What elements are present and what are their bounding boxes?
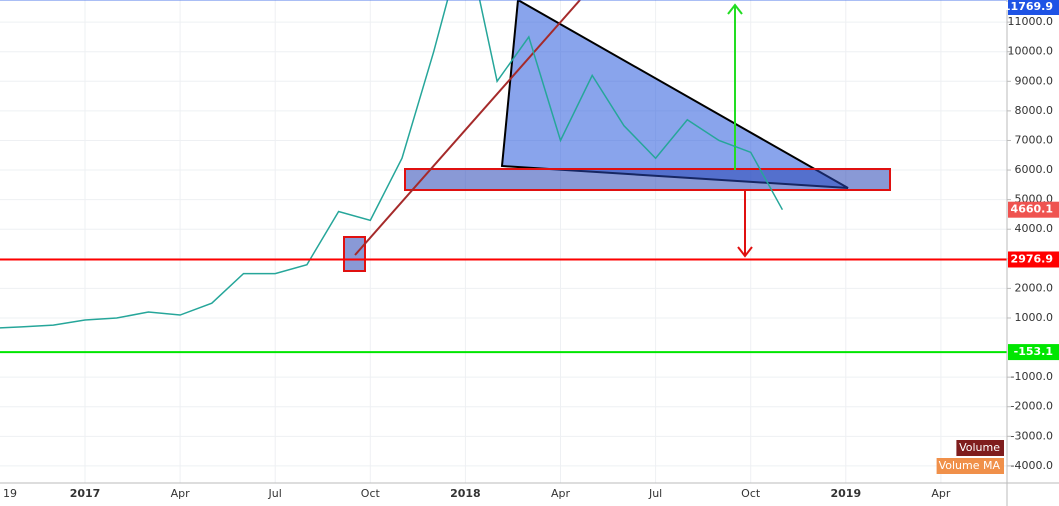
- y-tick-label: -4000.0: [1011, 459, 1053, 472]
- grid: [0, 0, 1007, 483]
- price-label-box: [1008, 251, 1059, 268]
- y-tick-label: 6000.0: [1015, 163, 1054, 176]
- y-tick-label: -1000.0: [1011, 370, 1053, 383]
- x-tick-label: 2018: [450, 487, 481, 500]
- plot-area: [0, 0, 1007, 354]
- x-tick-label: Apr: [931, 487, 951, 500]
- x-tick-label: Jul: [648, 487, 662, 500]
- price-line: [0, 0, 784, 329]
- y-tick-label: 8000.0: [1015, 104, 1054, 117]
- y-tick-label: -2000.0: [1011, 400, 1053, 413]
- price-label: 2976.9: [1011, 252, 1053, 265]
- x-tick-label: 2019: [830, 487, 861, 500]
- arrow-head: [737, 246, 753, 258]
- trend-line: [354, 0, 581, 256]
- x-tick-label: 2017: [70, 487, 101, 500]
- small-box: [343, 236, 366, 272]
- price-label: -153.1: [1014, 345, 1053, 358]
- x-edge-label: 19: [3, 487, 17, 500]
- price-label: 4660.1: [1011, 203, 1053, 216]
- price-label: 11769.9: [1003, 0, 1053, 13]
- price-label-box: [1008, 201, 1059, 218]
- x-tick-label: Apr: [171, 487, 191, 500]
- x-tick-label: Apr: [551, 487, 571, 500]
- x-tick-label: Jul: [268, 487, 282, 500]
- price-label-box: [1008, 0, 1059, 15]
- price-label-box: [1008, 344, 1059, 361]
- y-tick-label: 10000.0: [1008, 45, 1054, 58]
- x-tick-label: Oct: [361, 487, 381, 500]
- legend-box: [936, 458, 1004, 474]
- range-box: [404, 168, 891, 191]
- y-tick-label: 11000.0: [1008, 15, 1054, 28]
- arrow-head: [727, 3, 743, 15]
- y-tick-label: 9000.0: [1015, 74, 1054, 87]
- y-tick-label: 7000.0: [1015, 133, 1054, 146]
- legend-label: Volume: [959, 441, 1000, 454]
- y-tick-label: -3000.0: [1011, 429, 1053, 442]
- y-tick-label: 1000.0: [1015, 311, 1054, 324]
- y-tick-label: 2000.0: [1015, 281, 1054, 294]
- x-tick-label: Oct: [741, 487, 761, 500]
- legend-label: Volume MA: [939, 459, 1001, 472]
- y-tick-label: 4000.0: [1015, 222, 1054, 235]
- legend-box: [956, 440, 1004, 456]
